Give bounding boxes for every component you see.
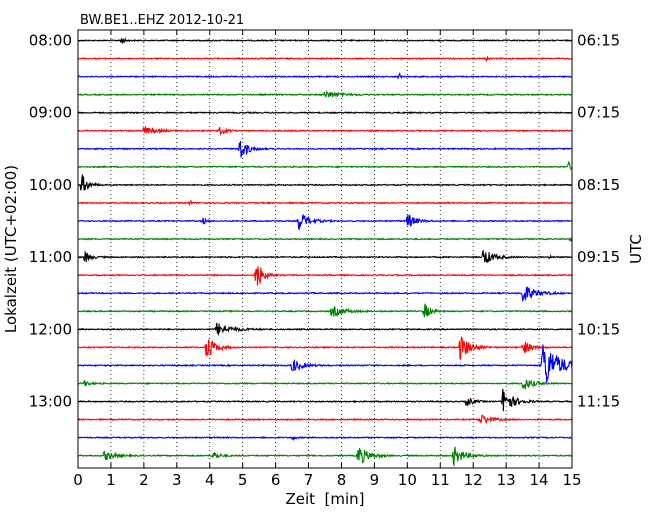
x-tick-label: 9 (370, 471, 380, 489)
left-tick-label: 11:00 (29, 248, 72, 266)
x-tick-label: 5 (238, 471, 248, 489)
trace-line (77, 199, 573, 207)
x-tick-label: 2 (139, 471, 149, 489)
x-tick-label: 12 (464, 471, 483, 489)
trace-line (77, 303, 573, 318)
trace-line (77, 161, 573, 171)
left-axis-ticks: 08:00 09:00 10:00 11:00 12:00 13:00 (29, 32, 84, 411)
left-tick-label: 12:00 (29, 320, 72, 338)
x-tick-label: 0 (73, 471, 83, 489)
right-tick-label: 09:15 (577, 248, 620, 266)
x-tick-label: 14 (530, 471, 549, 489)
trace-line (77, 379, 573, 390)
chart-title: BW.BE1..EHZ 2012-10-21 (80, 13, 244, 28)
trace-line (77, 125, 573, 137)
x-tick-label: 4 (205, 471, 215, 489)
plot-frame (77, 29, 573, 469)
trace-line (77, 286, 573, 303)
right-tick-label: 07:15 (577, 104, 620, 122)
x-tick-label: 6 (271, 471, 281, 489)
trace-line (77, 90, 573, 99)
trace-line (77, 336, 573, 361)
x-tick-label: 13 (497, 471, 516, 489)
left-tick-label: 08:00 (29, 32, 72, 50)
right-axis-label: UTC (627, 234, 645, 264)
left-tick-label: 13:00 (29, 393, 72, 411)
x-tick-label: 8 (337, 471, 347, 489)
trace-line (77, 141, 573, 158)
trace-line (77, 71, 573, 80)
trace-line (77, 214, 573, 230)
right-tick-label: 06:15 (577, 32, 620, 50)
trace-line (77, 388, 573, 412)
trace-line (77, 237, 573, 242)
x-tick-label: 1 (106, 471, 116, 489)
trace-line (77, 174, 573, 191)
x-tick-label: 15 (562, 471, 581, 489)
trace-line (77, 266, 573, 286)
right-axis-ticks: 06:15 07:15 08:15 09:15 10:15 11:15 (566, 32, 620, 411)
trace-line (77, 435, 573, 442)
x-tick-label: 10 (398, 471, 417, 489)
x-tick-label: 7 (304, 471, 314, 489)
x-axis-ticks: 0 1 2 3 4 5 6 7 8 9 10 11 12 13 14 15 (73, 30, 582, 489)
right-tick-label: 08:15 (577, 176, 620, 194)
traces (77, 37, 573, 467)
trace-line (77, 55, 573, 63)
x-tick-label: 11 (431, 471, 450, 489)
trace-line (77, 111, 573, 115)
right-tick-label: 10:15 (577, 320, 620, 338)
trace-line (77, 37, 573, 44)
left-tick-label: 10:00 (29, 176, 72, 194)
x-axis-label: Zeit [min] (285, 490, 364, 508)
trace-line (77, 322, 573, 336)
trace-line (77, 446, 573, 467)
trace-line (77, 414, 573, 425)
left-tick-label: 09:00 (29, 104, 72, 122)
trace-line (77, 344, 573, 384)
x-tick-label: 3 (172, 471, 182, 489)
right-tick-label: 11:15 (577, 393, 620, 411)
left-axis-label: Lokalzeit (UTC+02:00) (2, 165, 20, 333)
trace-line (77, 250, 573, 264)
